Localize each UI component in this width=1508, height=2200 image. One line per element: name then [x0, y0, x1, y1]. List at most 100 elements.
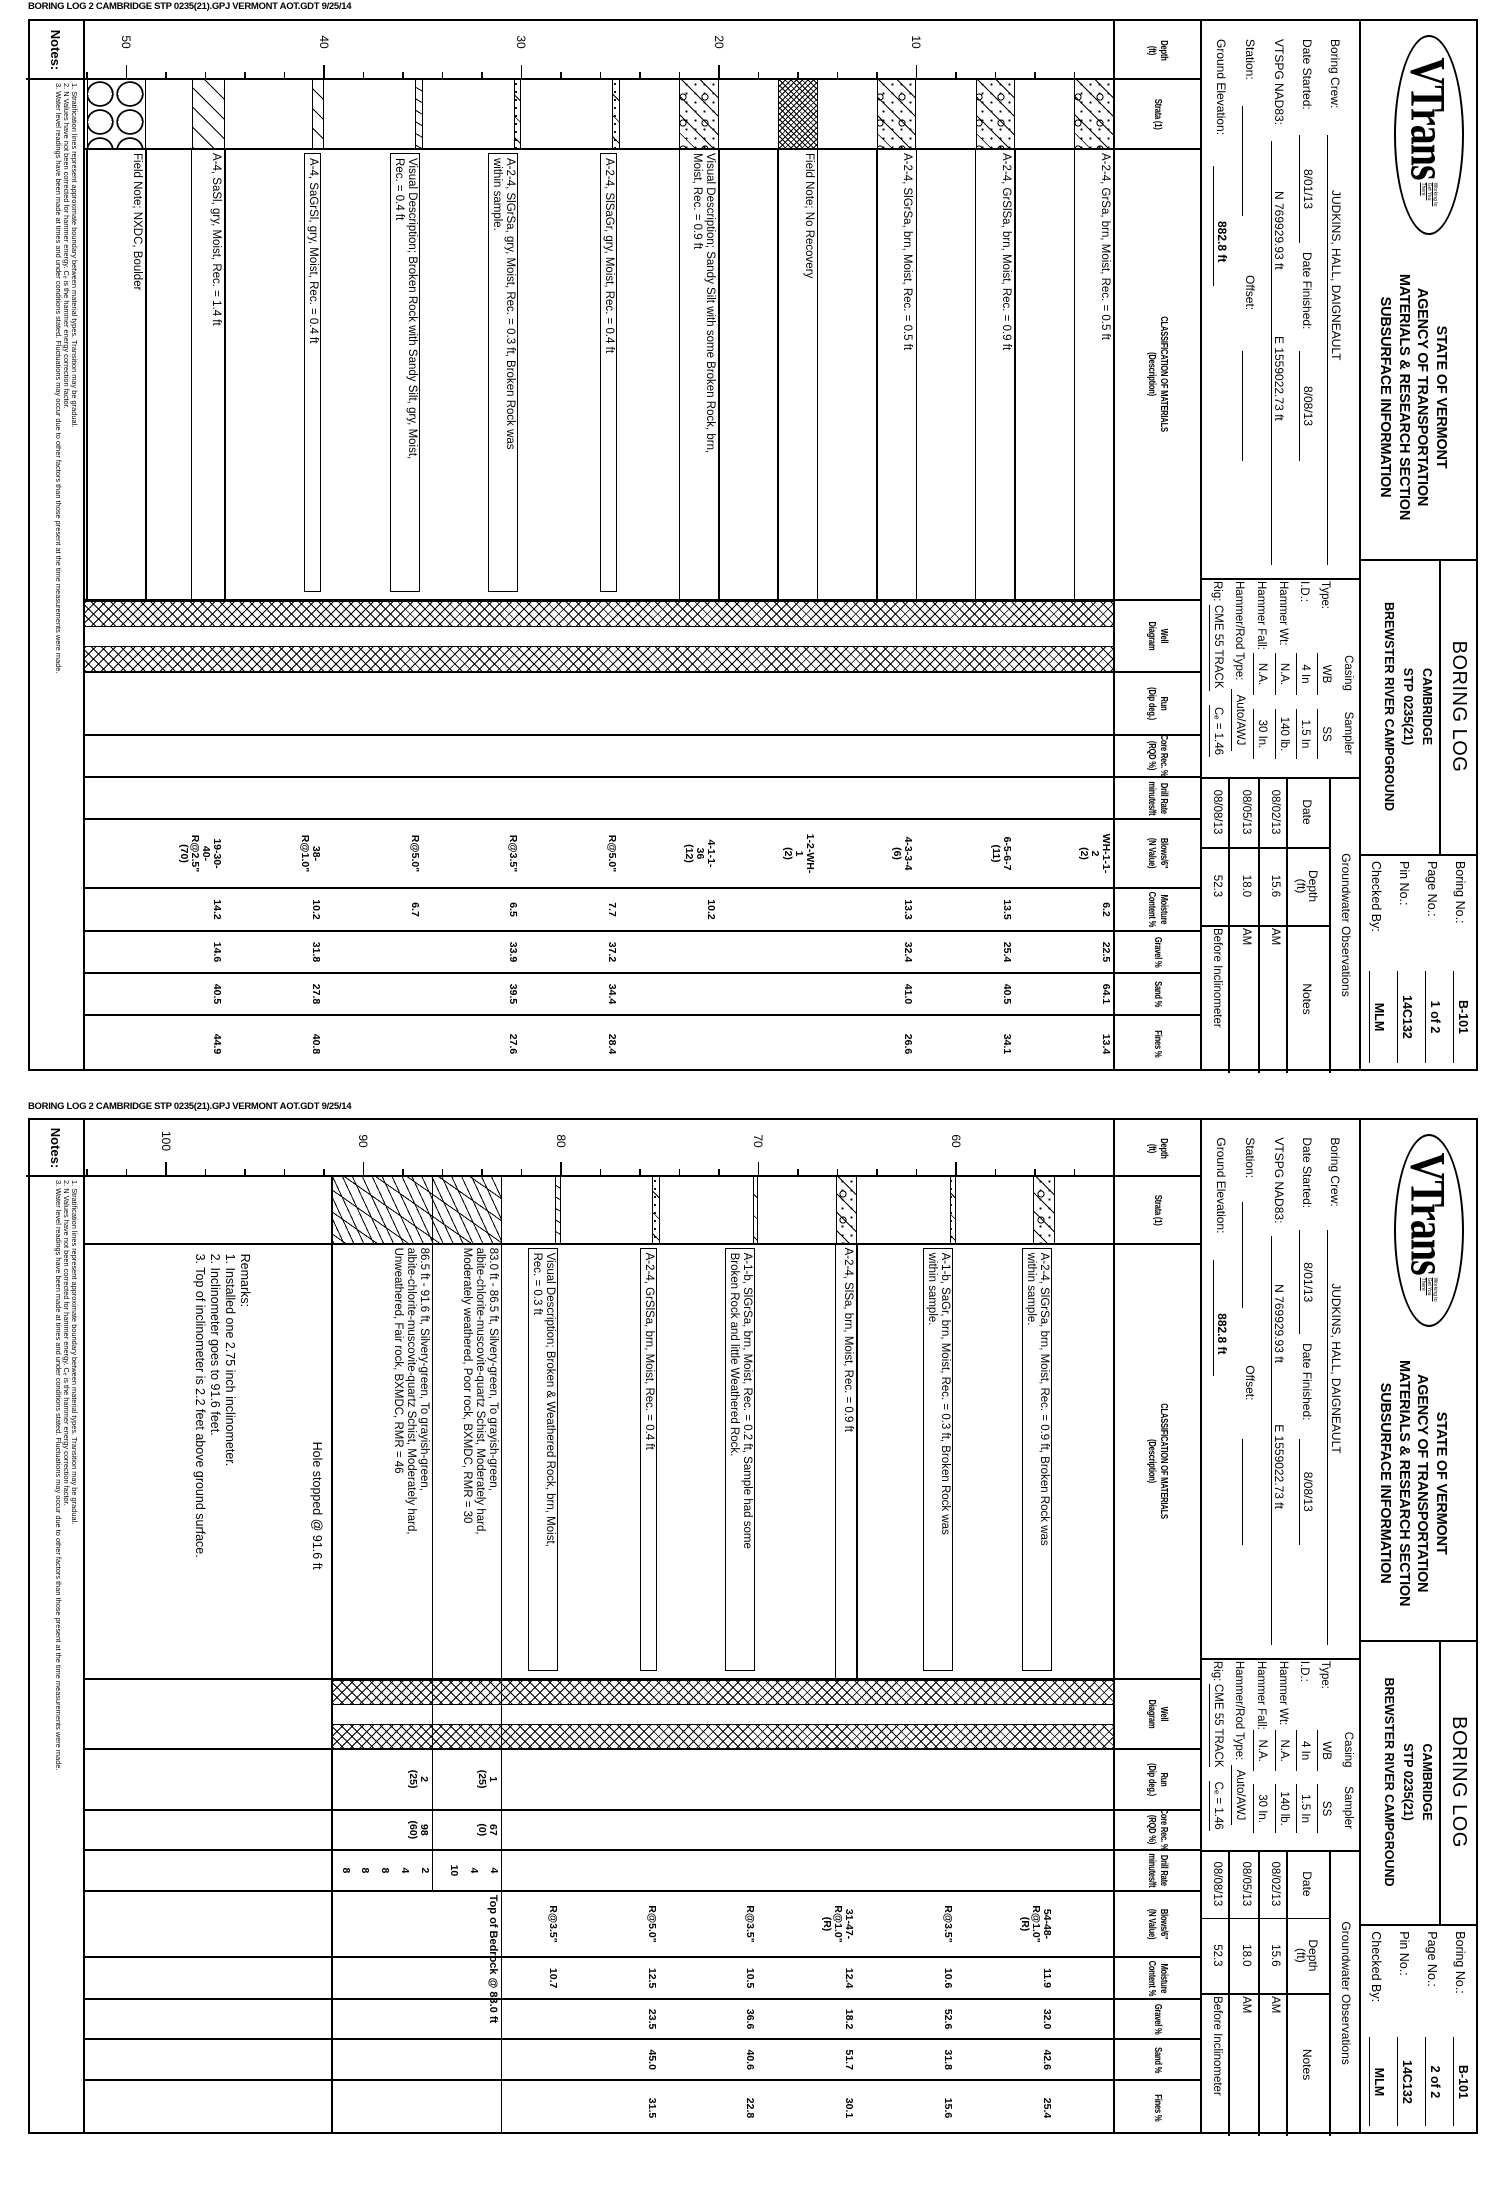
- depth-tick: [678, 72, 681, 79]
- depth-tick: [402, 72, 404, 79]
- boring-log-page: VTrans Working to Get You There STATE OF V…: [26, 19, 1478, 1073]
- offset-label: Offset:: [1243, 275, 1257, 311]
- drill-rate-value: 8: [339, 1867, 352, 1874]
- sample-sand: 64.1: [1100, 983, 1112, 1005]
- casing-value: N.A.: [1253, 1730, 1269, 1771]
- groundwater-header: Notes: [1300, 983, 1314, 1015]
- sample-gravel: 18.2: [843, 2008, 856, 2030]
- sample-sand: 31.8: [942, 2049, 954, 2070]
- depth-tick: [165, 72, 167, 79]
- groundwater-title: Groundwater Observations: [1339, 853, 1353, 997]
- id-label: Boring No.:: [1453, 1931, 1467, 1994]
- sample-moisture: 6.7: [408, 902, 421, 917]
- depth-label: 60: [949, 1134, 963, 1148]
- sample-blows: 19-30- 40- R@2.5" (70): [178, 834, 224, 873]
- nad-label: VTSPG NAD83:: [1272, 39, 1286, 126]
- depth-tick: [441, 72, 444, 79]
- column-header-label: CLASSIFICATION OF MATERIALS (Description…: [1146, 1403, 1169, 1520]
- sample-sand: 40.6: [744, 2049, 757, 2070]
- casing-value: N.A.: [1275, 1730, 1291, 1771]
- notes-header: Notes:: [48, 29, 64, 71]
- drill-rate-value: 10: [448, 1864, 461, 1877]
- rule-line: [975, 149, 977, 600]
- casing-value: N.A.: [1275, 653, 1291, 695]
- id-value: 2 of 2: [1425, 2037, 1442, 2127]
- depth-tick: [915, 65, 918, 79]
- rule-line: [1360, 1924, 1476, 1927]
- strata-broken-rock: [414, 80, 423, 148]
- depth-tick: [599, 1169, 602, 1176]
- column-header: Moisture Content %: [1114, 1957, 1200, 1999]
- column-header-label: Fines %: [1152, 1030, 1163, 1058]
- file-header: BORING LOG 2 CAMBRIDGE STP 0235(21).GPJ …: [28, 1101, 352, 1112]
- depth-tick: [560, 1162, 562, 1176]
- sample-sand: 51.7: [843, 2049, 856, 2070]
- depth-label: 20: [712, 35, 726, 49]
- rod-type-label: Hammer/Rod Type:: [1233, 1660, 1245, 1761]
- top-of-bedrock-label: Top of Bedrock @ 83.0 ft: [486, 1894, 499, 2024]
- rule-line: [915, 149, 918, 600]
- depth-tick: [757, 72, 760, 79]
- sample-blows: 54-48- R@1.0" (R): [1018, 1905, 1053, 1943]
- boring-crew-value: JUDKINS, HALL, DAIGNEAULT: [1327, 135, 1343, 565]
- casing-value: 4 In: [1296, 1730, 1312, 1771]
- depth-tick: [481, 72, 483, 79]
- description-text: Field Note; No Recovery: [802, 153, 815, 279]
- boring-crew-label: Boring Crew:: [1328, 39, 1342, 109]
- rule-line: [84, 148, 1201, 150]
- strata-gravelly-sand: [1074, 80, 1114, 148]
- sample-fines: 15.6: [942, 2097, 954, 2119]
- easting-value: E 1559022.73 ft: [1272, 1424, 1286, 1509]
- description-text: A-2-4, SlSa, brn, Moist, Rec. = 0.9 ft: [842, 1247, 855, 1433]
- strata-silty-sand: [752, 1177, 759, 1243]
- equipment-label: I.D.:: [1298, 581, 1310, 603]
- project-line: STP 0235(21): [1401, 667, 1415, 746]
- core-recovery-value: 98 (60): [406, 1820, 430, 1840]
- groundwater-cell: 18.0: [1240, 874, 1252, 898]
- sample-gravel: 23.5: [645, 2008, 658, 2030]
- rule-line: [84, 1014, 1201, 1016]
- drill-rate-value: 4: [398, 1867, 411, 1874]
- depth-tick: [1034, 72, 1036, 79]
- sample-moisture: 12.5: [645, 1967, 658, 1989]
- rule-line: [1439, 559, 1441, 854]
- strata-silt: [191, 80, 226, 148]
- rule-line: [84, 1997, 1201, 2000]
- id-label: Checked By:: [1369, 861, 1383, 932]
- description-text: 83.0 ft - 86.5 ft, Silvery-green, To gra…: [460, 1247, 499, 1535]
- strata-rock: [331, 1177, 502, 1243]
- rule-line: [1113, 149, 1115, 600]
- rule-line: [83, 21, 85, 1069]
- sample-blows: 6-5-6-7 (11): [990, 836, 1014, 871]
- depth-tick: [244, 1169, 246, 1176]
- run-value: 2 (25): [406, 1769, 430, 1789]
- depth-label: 10: [909, 35, 924, 49]
- sample-sand: 42.6: [1040, 2049, 1053, 2070]
- rule-line: [26, 1175, 1201, 1177]
- sample-moisture: 10.2: [705, 899, 717, 920]
- sample-sand: 40.5: [1001, 983, 1014, 1005]
- depth-tick: [915, 1169, 918, 1176]
- sample-fines: 27.6: [507, 1033, 520, 1055]
- depth-tick: [204, 1169, 207, 1176]
- boring-crew-value: JUDKINS, HALL, DAIGNEAULT: [1327, 1230, 1343, 1646]
- column-header-label: Moisture Content %: [1146, 1960, 1169, 1996]
- sampler-value: 30 In.: [1253, 1784, 1269, 1833]
- sample-gravel: 32.0: [1040, 2008, 1053, 2030]
- agency-line: MATERIALS & RESEARCH SECTION: [1396, 1359, 1412, 1607]
- id-value: 14C132: [1397, 971, 1414, 1063]
- date-finished-value: 8/08/13: [1299, 351, 1315, 461]
- sample-fines: 30.1: [843, 2097, 856, 2119]
- column-header-label: Fines %: [1152, 2094, 1163, 2122]
- groundwater-cell: 08/08/13: [1211, 789, 1223, 835]
- column-header: Fines %: [1114, 2080, 1200, 2136]
- column-header: Sand %: [1114, 2039, 1200, 2080]
- column-header: Moisture Content %: [1114, 888, 1200, 931]
- strata-silty-sand: [612, 80, 621, 148]
- document-title: BORING LOG: [1448, 640, 1470, 773]
- sample-blows: R@3.5": [547, 1905, 559, 1943]
- agency-line: AGENCY OF TRANSPORTATION: [1414, 287, 1431, 507]
- column-header-label: Drill Rate minutes/ft: [1146, 1853, 1169, 1888]
- drill-rate-value: 8: [379, 1867, 392, 1874]
- rule-line: [834, 1243, 837, 1680]
